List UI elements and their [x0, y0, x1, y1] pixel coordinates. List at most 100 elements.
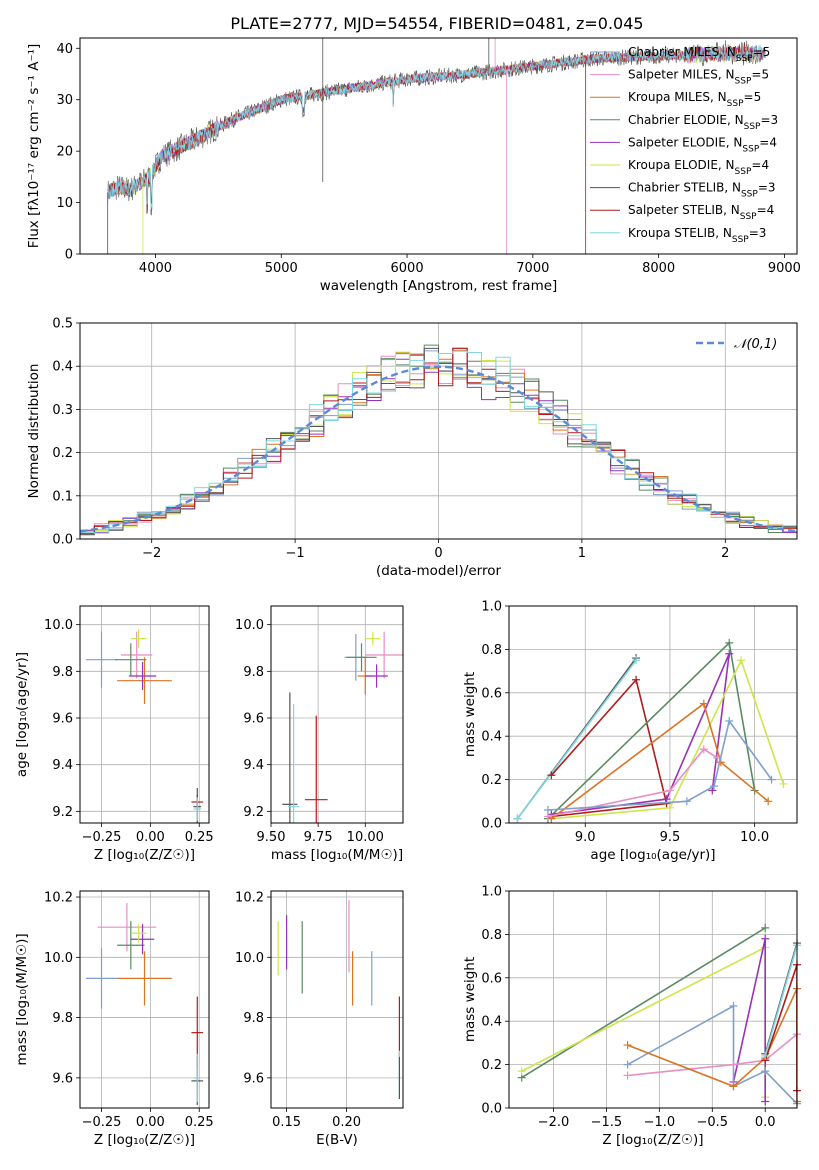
y-tick-label: 20 [56, 145, 73, 160]
weight-line-salpeter_miles [547, 748, 718, 818]
weight-point-salpeter_miles [729, 1060, 738, 1069]
legend-label: Kroupa ELODIE, NSSP=4 [628, 158, 769, 177]
x-tick-label: 0.25 [185, 1115, 214, 1130]
y-axis-label: age [log₁₀(age/yr)] [14, 652, 30, 777]
y-tick-label: 1.0 [481, 600, 502, 615]
weight-point-salpeter_elodie [761, 1097, 770, 1106]
y-axis-label: mass [log₁₀(M/M☉)] [14, 933, 30, 1065]
y-tick-label: 0.0 [481, 1102, 502, 1117]
y-tick-label: 0.6 [481, 686, 502, 701]
legend-label-rest: =5 [744, 90, 762, 104]
legend-subscript: SSP [741, 190, 758, 200]
weight-point-kroupa_stelib [513, 814, 522, 823]
x-axis-label: (data-model)/error [376, 563, 502, 579]
axes-frame [270, 890, 404, 1109]
x-tick-label: 2 [721, 546, 729, 561]
y-tick-label: 1.0 [481, 885, 502, 900]
legend-label: Salpeter ELODIE, NSSP=4 [628, 135, 777, 154]
x-axis-label: Z [log₁₀(Z/Z☉)] [602, 1132, 703, 1148]
weight-line-kroupa_elodie [551, 658, 785, 820]
legend-subscript: SSP [740, 212, 757, 222]
axes-frame [270, 605, 404, 824]
x-tick-label: 9.0 [575, 830, 596, 845]
legend-subscript: SSP [735, 167, 752, 177]
y-tick-label: 10.0 [44, 951, 73, 966]
legend-label: Salpeter STELIB, NSSP=4 [628, 203, 774, 222]
y-tick-label: 9.2 [52, 805, 73, 820]
x-tick-label: −1 [286, 546, 305, 561]
weight-line-kroupa_elodie [521, 946, 766, 1098]
x-axis-label: Z [log₁₀(Z/Z☉)] [94, 847, 195, 863]
y-tick-label: 10.2 [235, 891, 264, 906]
x-tick-label: 7000 [516, 261, 549, 276]
weight_vs_age-panel: 9.0 9.5 10.0 0.0 0.2 0.4 0.6 0.8 1.0 age [log₁₀(a… [462, 600, 798, 863]
x-tick-label: 1 [578, 546, 586, 561]
x-tick-label: 10.0 [740, 830, 769, 845]
normal-curve [79, 365, 798, 533]
x-tick-label: 0.15 [272, 1115, 301, 1130]
weight-line-chabrier_elodie [521, 927, 766, 1079]
y-tick-label: 10.0 [44, 618, 73, 633]
weight-point-chabrier_miles [543, 805, 552, 814]
weight-point-chabrier_miles [709, 782, 718, 791]
legend-label-rest: =3 [749, 226, 767, 240]
axes-frame [508, 890, 798, 1109]
x-axis-label: E(B-V) [316, 1132, 358, 1148]
y-tick-label: 0.2 [481, 1058, 502, 1073]
weight-point-kroupa_elodie [665, 803, 674, 812]
y-tick-label: 0.8 [481, 643, 502, 658]
weight-line-kroupa_stelib [764, 945, 797, 1057]
axes-frame [79, 37, 798, 255]
residuals-legend: 𝒩(0,1) [696, 337, 777, 352]
legend-label-rest: =3 [760, 113, 778, 127]
spectrum-line-kroupa_stelib [107, 44, 766, 210]
legend-label: Kroupa MILES, NSSP=5 [628, 90, 761, 109]
y-tick-label: 0.5 [52, 317, 73, 332]
legend-label-rest: =4 [757, 203, 775, 217]
weight-point-kroupa_miles [699, 699, 708, 708]
x-tick-label: 8000 [642, 261, 675, 276]
legend-label: Kroupa STELIB, NSSP=3 [628, 226, 766, 245]
weight-line-kroupa_stelib [516, 659, 637, 820]
y-tick-label: 0.4 [52, 360, 73, 375]
x-tick-label: 9000 [768, 261, 801, 276]
weight-point-kroupa_elodie [737, 656, 746, 665]
y-tick-label: 0.3 [52, 403, 73, 418]
x-tick-label: 9.75 [304, 830, 333, 845]
y-tick-label: 0.8 [481, 928, 502, 943]
weight-line-salpeter_miles [627, 1033, 797, 1077]
x-tick-label: 5000 [265, 261, 298, 276]
y-tick-label: 0.2 [52, 446, 73, 461]
legend-subscript: SSP [735, 77, 752, 87]
x-axis-label: mass [log₁₀(M/M☉)] [271, 847, 403, 863]
x-tick-label: 0 [434, 546, 442, 561]
y-tick-label: 0.1 [52, 489, 73, 504]
x-tick-label: 6000 [391, 261, 424, 276]
weight-line-salpeter_stelib [550, 678, 668, 818]
weight-point-kroupa_miles [729, 1082, 738, 1091]
y-axis-label: mass weight [462, 672, 478, 757]
weight-point-salpeter_elodie [725, 649, 734, 658]
legend-label-rest: =5 [751, 68, 769, 82]
x-tick-label: 10.00 [347, 830, 384, 845]
y-tick-label: 9.6 [243, 712, 264, 727]
weight-point-salpeter_miles [665, 786, 674, 795]
x-tick-label: 0.20 [332, 1115, 361, 1130]
weight-line-salpeter_stelib [764, 964, 797, 1091]
weight-point-salpeter_stelib [547, 771, 556, 780]
legend-subscript: SSP [742, 144, 759, 154]
y-tick-label: 9.8 [52, 665, 73, 680]
weight-point-chabrier_elodie [761, 923, 770, 932]
y-tick-label: 0.0 [52, 533, 73, 548]
y-tick-label: 9.4 [243, 758, 264, 773]
mass_vs_ebv-panel: 0.15 0.20 9.6 9.8 10.0 10.2 E(B-V) [235, 890, 404, 1148]
y-tick-label: 9.6 [52, 1071, 73, 1086]
y-tick-label: 10.2 [44, 891, 73, 906]
x-tick-label: −1.0 [644, 1115, 676, 1130]
legend-subscript: SSP [736, 54, 753, 64]
y-tick-label: 0 [65, 248, 73, 263]
legend-subscript: SSP [727, 99, 744, 109]
y-tick-label: 0.4 [481, 1015, 502, 1030]
